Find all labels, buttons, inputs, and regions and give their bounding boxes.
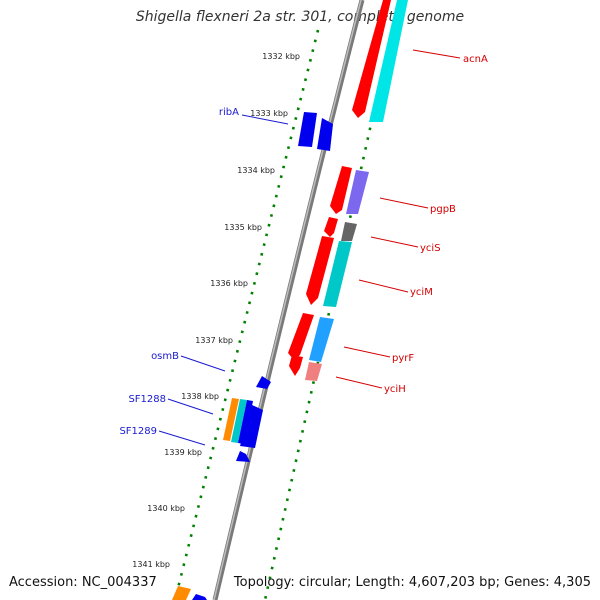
tick-label: 1341 kbp bbox=[132, 560, 170, 569]
pgpB-cds bbox=[330, 166, 352, 214]
yciS-blast-hit bbox=[341, 222, 357, 241]
ribA-cds bbox=[298, 112, 317, 147]
outer-dotted-ring bbox=[263, 29, 394, 600]
gene-label-ribA: ribA bbox=[219, 107, 239, 118]
blue-cds-bottom bbox=[192, 594, 207, 600]
genome-stats-label: Topology: circular; Length: 4,607,203 bp… bbox=[233, 575, 591, 590]
tick-label: 1332 kbp bbox=[262, 52, 300, 61]
tick-label: 1335 kbp bbox=[224, 223, 262, 232]
accession-label: Accession: NC_004337 bbox=[9, 575, 157, 590]
gene-label-yciM: yciM bbox=[410, 287, 433, 298]
yciM-cds bbox=[306, 236, 334, 305]
gene-label-SF1289: SF1289 bbox=[119, 426, 157, 437]
SF1289-cds bbox=[240, 405, 263, 448]
gene-label-osmB: osmB bbox=[151, 351, 179, 362]
pyrF-blast-hit bbox=[309, 317, 334, 362]
tick-label: 1336 kbp bbox=[210, 279, 248, 288]
yciS-cds bbox=[324, 217, 338, 237]
yciH-blast-hit bbox=[305, 362, 322, 381]
gene-label-pgpB: pgpB bbox=[430, 204, 456, 215]
pyrF-cds bbox=[288, 313, 314, 360]
tick-label: 1333 kbp bbox=[250, 109, 288, 118]
SF1288-cds bbox=[223, 398, 239, 441]
tick-label: 1339 kbp bbox=[164, 448, 202, 457]
osmB-cds bbox=[256, 376, 271, 389]
SF1288-blast-hit bbox=[231, 399, 247, 443]
genome-backbone bbox=[212, 0, 365, 600]
gene-label-yciH: yciH bbox=[384, 384, 406, 395]
tick-label: 1334 kbp bbox=[237, 166, 275, 175]
acnA-blast-hit bbox=[369, 0, 408, 122]
gene-label-acnA: acnA bbox=[463, 54, 488, 65]
pgpB-blast-hit bbox=[346, 170, 369, 214]
tick-label: 1338 kbp bbox=[181, 392, 219, 401]
SF1289-small-cds bbox=[236, 451, 250, 462]
gene-label-yciS: yciS bbox=[420, 243, 441, 254]
yciM-blast-hit bbox=[323, 241, 352, 307]
orange-cds-bottom bbox=[172, 586, 191, 600]
gene-label-SF1288: SF1288 bbox=[128, 394, 166, 405]
tick-label: 1340 kbp bbox=[147, 504, 185, 513]
SF1288-blast-hit-2 bbox=[238, 400, 253, 444]
ribA-blast-hit bbox=[317, 118, 333, 151]
yciH-cds bbox=[289, 355, 303, 376]
acnA-cds bbox=[352, 0, 391, 118]
gene-label-pyrF: pyrF bbox=[392, 353, 414, 364]
tick-label: 1337 kbp bbox=[195, 336, 233, 345]
